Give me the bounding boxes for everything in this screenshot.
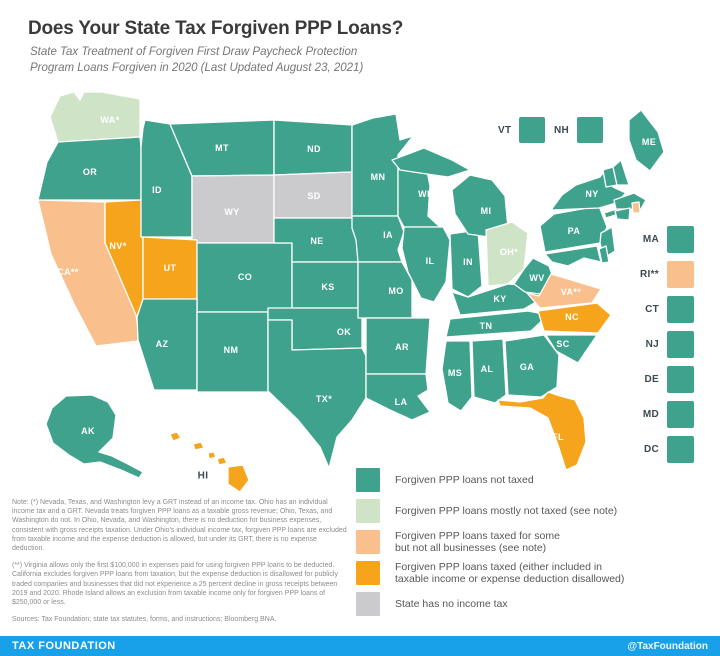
state-shape-AR <box>365 317 431 375</box>
state-shape-GA <box>504 334 560 398</box>
callout-ri-swatch <box>667 261 694 288</box>
callout-nh-swatch <box>577 117 604 143</box>
state-shape-MO <box>357 261 413 319</box>
legend-item-not-taxed: Forgiven PPP loans not taxed <box>356 468 704 492</box>
legend-item-no-income-tax: State has no income tax <box>356 592 704 616</box>
legend-swatch-taxed-some <box>356 530 380 554</box>
footer-bar: TAX FOUNDATION @TaxFoundation <box>0 636 720 656</box>
callout-vt: VT <box>498 117 546 143</box>
state-shape-TX <box>267 319 367 469</box>
legend-item-taxed-some: Forgiven PPP loans taxed for some but no… <box>356 530 704 554</box>
state-shape-MD <box>544 245 602 267</box>
callout-de-label: DE <box>644 374 659 385</box>
state-shape-IL <box>401 226 451 303</box>
state-shape-LA <box>365 373 431 421</box>
state-shape-AZ <box>136 298 198 391</box>
callout-md-swatch <box>667 401 694 428</box>
callout-de: DE <box>598 366 694 393</box>
state-shape-CT <box>614 207 631 221</box>
state-shape-UT <box>142 236 198 300</box>
callout-nj-label: NJ <box>645 339 659 350</box>
footnotes: Note: (*) Nevada, Texas, and Washington … <box>12 498 350 632</box>
state-shape-SD <box>273 171 353 219</box>
state-shape-WY <box>191 174 275 244</box>
subtitle-line-2: Program Loans Forgiven in 2020 (Last Upd… <box>30 62 364 74</box>
state-shape-ND <box>273 119 353 176</box>
state-shape-CO <box>196 242 293 313</box>
footnote-virginia: (**) Virginia allows only the first $100… <box>12 562 338 607</box>
callout-md: MD <box>598 401 694 428</box>
state-shape-PA <box>539 205 608 253</box>
state-shape-HI-4 <box>216 456 228 466</box>
state-shape-VA <box>526 273 602 309</box>
state-shape-ME <box>628 109 665 172</box>
state-shape-HI-1 <box>169 431 182 442</box>
state-shape-HI-3 <box>207 451 217 460</box>
callout-nj-swatch <box>667 331 694 358</box>
legend-label-taxed-some: Forgiven PPP loans taxed for some but no… <box>395 530 560 554</box>
legend-swatch-mostly-not-taxed <box>356 499 380 523</box>
state-shape-WV <box>513 257 554 295</box>
state-shape-OR <box>37 136 142 201</box>
state-shape-KS <box>291 261 359 309</box>
callout-ri-label: RI** <box>640 269 659 280</box>
state-shape-MI-UP <box>391 147 471 178</box>
brand-name: TAX FOUNDATION <box>12 640 116 652</box>
callout-column-east: MA RI** CT NJ DE MD <box>598 226 694 471</box>
state-shape-HI-2 <box>192 441 205 451</box>
callout-ma-label: MA <box>642 234 659 245</box>
callout-de-swatch <box>667 366 694 393</box>
legend-label-mostly-not-taxed: Forgiven PPP loans mostly not taxed (see… <box>395 505 618 517</box>
state-shape-NM <box>196 311 269 393</box>
legend-label-not-taxed: Forgiven PPP loans not taxed <box>395 474 534 486</box>
state-shape-AL <box>471 338 507 404</box>
legend-item-taxed: Forgiven PPP loans taxed (either include… <box>356 561 704 585</box>
callout-ct: CT <box>598 296 694 323</box>
callout-vt-swatch <box>519 117 546 143</box>
state-shape-NC <box>537 302 612 334</box>
legend-swatch-no-income-tax <box>356 592 380 616</box>
callout-dc-swatch <box>667 436 694 463</box>
legend-label-no-income-tax: State has no income tax <box>395 598 508 610</box>
state-shape-FL <box>497 391 587 471</box>
callout-nh: NH <box>554 117 604 143</box>
state-shape-IN <box>449 229 483 298</box>
legend-item-mostly-not-taxed: Forgiven PPP loans mostly not taxed (see… <box>356 499 704 523</box>
state-shape-WA <box>49 91 141 143</box>
state-shape-TN <box>445 310 549 338</box>
legend: Forgiven PPP loans not taxed Forgiven PP… <box>356 468 704 616</box>
state-shape-RI <box>631 201 641 214</box>
twitter-handle: @TaxFoundation <box>627 640 708 652</box>
sources-line: Sources: Tax Foundation; state tax statu… <box>12 616 277 624</box>
page-subtitle: State Tax Treatment of Forgiven First Dr… <box>30 44 363 76</box>
callout-nj: NJ <box>598 331 694 358</box>
footnote-grt: Note: (*) Nevada, Texas, and Washington … <box>12 499 347 553</box>
subtitle-line-1: State Tax Treatment of Forgiven First Dr… <box>30 46 358 58</box>
legend-label-taxed: Forgiven PPP loans taxed (either include… <box>395 561 625 585</box>
callout-dc-label: DC <box>643 444 659 455</box>
callout-ri: RI** <box>598 261 694 288</box>
callout-ma-swatch <box>667 226 694 253</box>
legend-swatch-taxed <box>356 561 380 585</box>
state-shape-IA <box>351 215 405 263</box>
state-shape-DE <box>598 245 610 264</box>
state-shape-HI-5 <box>227 464 250 493</box>
callout-ct-label: CT <box>645 304 659 315</box>
callout-nh-label: NH <box>554 124 570 136</box>
callout-dc: DC <box>598 436 694 463</box>
state-shape-NH <box>612 159 630 186</box>
legend-swatch-not-taxed <box>356 468 380 492</box>
callout-vt-label: VT <box>498 124 512 136</box>
callout-ct-swatch <box>667 296 694 323</box>
state-shape-AK <box>45 394 144 479</box>
page-title: Does Your State Tax Forgiven PPP Loans? <box>28 18 404 39</box>
state-shape-MS <box>441 340 473 412</box>
callout-md-label: MD <box>642 409 659 420</box>
callout-ma: MA <box>598 226 694 253</box>
